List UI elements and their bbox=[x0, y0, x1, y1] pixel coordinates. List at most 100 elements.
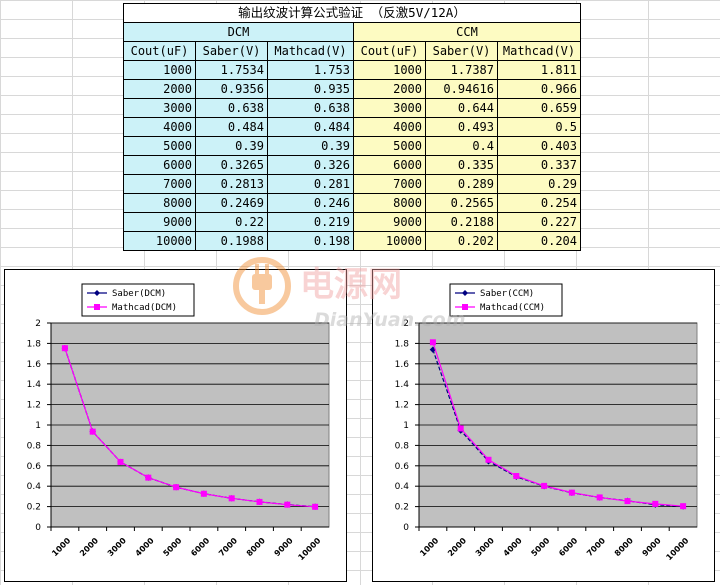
table-cell[interactable]: 0.39 bbox=[195, 136, 268, 156]
table-cell[interactable]: 0.966 bbox=[497, 79, 581, 99]
table-cell[interactable]: 0.335 bbox=[425, 155, 498, 175]
table-cell[interactable]: 0.227 bbox=[497, 212, 581, 232]
x-tick-label: 2000 bbox=[446, 536, 468, 558]
chart-dcm[interactable]: 0 0.2 0.4 0.6 0.8 1 1.2 1.4 1.6 1.8 2 1000 2000 3000 4… bbox=[4, 269, 347, 582]
table-cell[interactable]: 6000 bbox=[123, 155, 196, 175]
table-cell[interactable]: 0.254 bbox=[497, 193, 581, 213]
table-cell[interactable]: 0.659 bbox=[497, 98, 581, 118]
table-cell[interactable]: 1.7387 bbox=[425, 60, 498, 80]
data-point bbox=[173, 484, 180, 491]
table-cell[interactable]: 0.638 bbox=[195, 98, 268, 118]
table-cell[interactable]: 0.493 bbox=[425, 117, 498, 137]
table-cell[interactable]: 7000 bbox=[353, 174, 426, 194]
table-cell[interactable]: 4000 bbox=[353, 117, 426, 137]
table-cell[interactable]: 0.202 bbox=[425, 231, 498, 251]
column-header[interactable]: Saber(V) bbox=[425, 41, 498, 61]
table-cell[interactable]: 0.337 bbox=[497, 155, 581, 175]
table-cell[interactable]: 6000 bbox=[353, 155, 426, 175]
data-point bbox=[256, 498, 263, 505]
column-header[interactable]: Mathcad(V) bbox=[497, 41, 581, 61]
table-cell[interactable]: 9000 bbox=[353, 212, 426, 232]
table-cell[interactable]: 9000 bbox=[123, 212, 196, 232]
y-tick-label: 0 bbox=[403, 523, 409, 533]
table-cell[interactable]: 1.811 bbox=[497, 60, 581, 80]
table-cell[interactable]: 0.4 bbox=[425, 136, 498, 156]
table-cell[interactable]: 2000 bbox=[123, 79, 196, 99]
table-cell[interactable]: 0.644 bbox=[425, 98, 498, 118]
table-title[interactable]: 输出纹波计算公式验证 （反激5V/12A） bbox=[123, 3, 581, 23]
table-cell[interactable]: 0.2188 bbox=[425, 212, 498, 232]
data-point bbox=[429, 346, 437, 353]
table-cell[interactable]: 0.638 bbox=[267, 98, 354, 118]
table-cell[interactable]: 0.2565 bbox=[425, 193, 498, 213]
table-cell[interactable]: 10000 bbox=[353, 231, 426, 251]
table-cell[interactable]: 8000 bbox=[353, 193, 426, 213]
table-cell[interactable]: 0.29 bbox=[497, 174, 581, 194]
group-label-dcm[interactable]: DCM bbox=[123, 22, 354, 42]
table-cell[interactable]: 0.3265 bbox=[195, 155, 268, 175]
table-cell[interactable]: 5000 bbox=[123, 136, 196, 156]
x-tick-label: 7000 bbox=[585, 536, 607, 558]
series-line bbox=[64, 348, 316, 508]
data-point bbox=[513, 473, 520, 479]
table-cell[interactable]: 1000 bbox=[353, 60, 426, 80]
column-header[interactable]: Cout(uF) bbox=[353, 41, 426, 61]
table-cell[interactable]: 0.94616 bbox=[425, 79, 498, 99]
x-tick-label: 2000 bbox=[78, 536, 100, 558]
table-cell[interactable]: 3000 bbox=[353, 98, 426, 118]
data-point bbox=[61, 345, 68, 352]
table-cell[interactable]: 1.753 bbox=[267, 60, 354, 80]
group-label-ccm[interactable]: CCM bbox=[353, 22, 581, 42]
table-cell[interactable]: 1.7534 bbox=[195, 60, 268, 80]
table-cell[interactable]: 10000 bbox=[123, 231, 196, 251]
table-cell[interactable]: 0.326 bbox=[267, 155, 354, 175]
table-cell[interactable]: 0.2813 bbox=[195, 174, 268, 194]
table-cell[interactable]: 0.935 bbox=[267, 79, 354, 99]
table-cell[interactable]: 2000 bbox=[353, 79, 426, 99]
legend-label: Saber(CCM) bbox=[480, 289, 534, 299]
table-cell[interactable]: 0.204 bbox=[497, 231, 581, 251]
table-cell[interactable]: 0.484 bbox=[195, 117, 268, 137]
table-row: 4000 0.484 0.484 4000 0.493 0.5 bbox=[123, 117, 581, 137]
data-point bbox=[429, 339, 436, 346]
table-cell[interactable]: 0.403 bbox=[497, 136, 581, 156]
table-cell[interactable]: 0.484 bbox=[267, 117, 354, 137]
table-cell[interactable]: 0.9356 bbox=[195, 79, 268, 99]
table-cell[interactable]: 1000 bbox=[123, 60, 196, 80]
table-cell[interactable]: 0.22 bbox=[195, 212, 268, 232]
column-header[interactable]: Mathcad(V) bbox=[267, 41, 354, 61]
table-cell[interactable]: 0.39 bbox=[267, 136, 354, 156]
table-row: 8000 0.2469 0.246 8000 0.2565 0.254 bbox=[123, 193, 581, 213]
table-row: 3000 0.638 0.638 3000 0.644 0.659 bbox=[123, 98, 581, 118]
chart-ccm-svg: 0 0.2 0.4 0.6 0.8 1 1.2 1.4 1.6 1.8 2 1000 2000 3000 4… bbox=[395, 283, 698, 562]
table-cell[interactable]: 7000 bbox=[123, 174, 196, 194]
data-point bbox=[312, 503, 319, 510]
table-cell[interactable]: 0.2469 bbox=[195, 193, 268, 213]
table-cell[interactable]: 3000 bbox=[123, 98, 196, 118]
data-point bbox=[89, 428, 96, 435]
table-cell[interactable]: 0.198 bbox=[267, 231, 354, 251]
x-tick-label: 1000 bbox=[418, 536, 440, 558]
x-tick-label: 6000 bbox=[557, 536, 579, 558]
table-cell[interactable]: 8000 bbox=[123, 193, 196, 213]
chart-ccm[interactable]: 0 0.2 0.4 0.6 0.8 1 1.2 1.4 1.6 1.8 2 1000 2000 3000 4… bbox=[372, 269, 715, 582]
y-tick-label: 0.6 bbox=[27, 462, 42, 472]
y-tick-label: 0.8 bbox=[395, 441, 410, 451]
data-point bbox=[117, 458, 124, 465]
column-header[interactable]: Saber(V) bbox=[195, 41, 268, 61]
table-cell[interactable]: 0.219 bbox=[267, 212, 354, 232]
table-row: 1000 1.7534 1.753 1000 1.7387 1.811 bbox=[123, 60, 581, 80]
table-cell[interactable]: 5000 bbox=[353, 136, 426, 156]
table-cell[interactable]: 4000 bbox=[123, 117, 196, 137]
column-header[interactable]: Cout(uF) bbox=[123, 41, 196, 61]
table-cell[interactable]: 0.1988 bbox=[195, 231, 268, 251]
table-cell[interactable]: 0.289 bbox=[425, 174, 498, 194]
data-point bbox=[485, 456, 492, 463]
y-tick-label: 2 bbox=[403, 319, 409, 329]
data-point bbox=[200, 490, 207, 497]
table-cell[interactable]: 0.5 bbox=[497, 117, 581, 137]
table-cell[interactable]: 0.281 bbox=[267, 174, 354, 194]
data-point bbox=[568, 489, 575, 496]
table-cell[interactable]: 0.246 bbox=[267, 193, 354, 213]
legend-marker bbox=[94, 290, 100, 296]
